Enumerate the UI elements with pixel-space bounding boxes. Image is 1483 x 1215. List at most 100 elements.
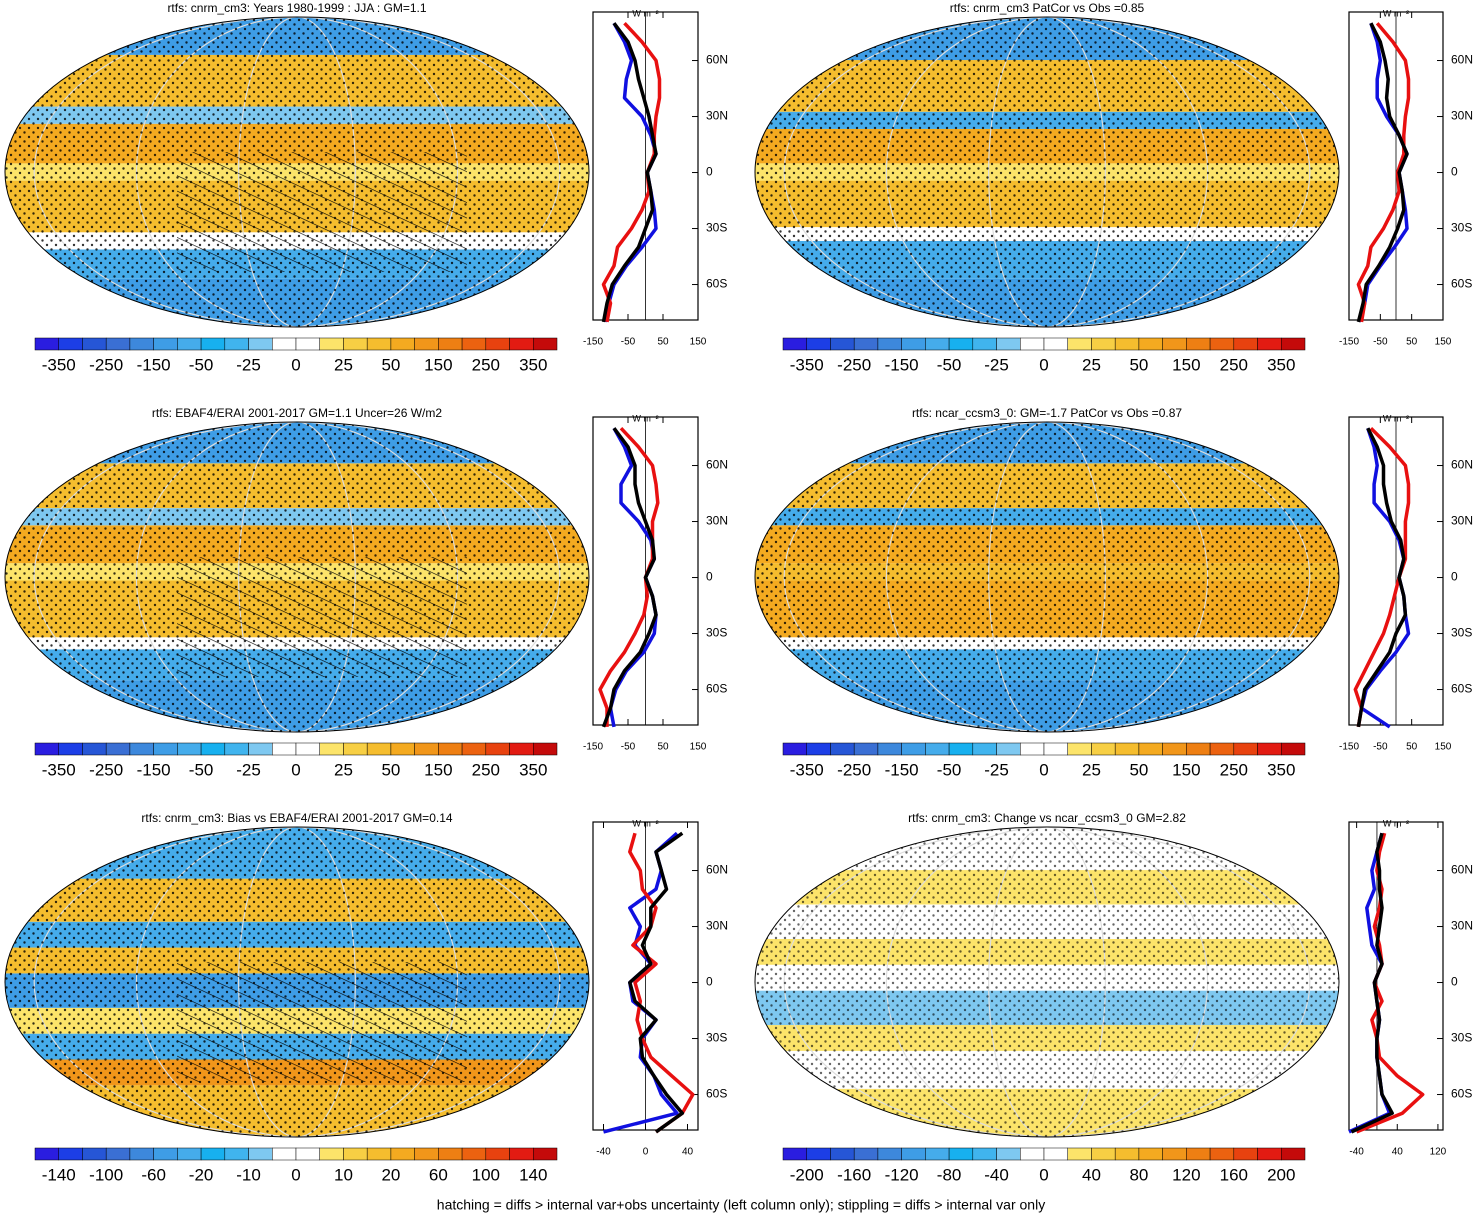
colorbar-swatch	[1067, 337, 1092, 351]
colorbar-swatch	[972, 1147, 997, 1161]
colorbar-label: -50	[189, 760, 214, 779]
colorbar-label: -150	[885, 355, 919, 374]
colorbar-swatch	[877, 337, 902, 351]
colorbar-swatch	[1281, 742, 1306, 756]
y-tick-label: 30S	[1451, 1031, 1472, 1045]
colorbar-swatch	[972, 742, 997, 756]
colorbar-swatch	[129, 742, 154, 756]
colorbar-swatch	[366, 1147, 392, 1161]
colorbar-label: -25	[984, 760, 1009, 779]
colorbar-swatch	[1257, 1147, 1282, 1161]
colorbar-swatch	[105, 337, 131, 351]
colorbar-swatch	[509, 1147, 534, 1161]
profile-line	[601, 427, 658, 728]
x-tick-label: 0	[643, 1147, 649, 1158]
map-title: rtfs: ncar_ccsm3_0: GM=-1.7 PatCor vs Ob…	[912, 406, 1182, 420]
colorbar-swatch	[105, 1147, 131, 1161]
profile-line	[1356, 22, 1409, 323]
colorbar-swatch	[248, 337, 273, 351]
y-tick-label: 60N	[706, 53, 728, 67]
colorbar-label: -250	[837, 760, 871, 779]
y-tick-label: 30N	[706, 514, 728, 528]
colorbar-swatch	[1138, 337, 1163, 351]
colorbar-label: 250	[472, 355, 500, 374]
colorbar-swatch	[1067, 742, 1092, 756]
x-tick-label: -40	[1349, 1147, 1364, 1158]
colorbar-swatch	[105, 742, 131, 756]
map-border	[754, 421, 1340, 733]
y-tick-label: 60S	[1451, 1087, 1472, 1101]
colorbar-label: 250	[1220, 355, 1248, 374]
y-tick-label: 60S	[706, 1087, 727, 1101]
map-field	[5, 422, 589, 732]
y-tick-label: 60N	[706, 863, 728, 877]
colorbar-swatch	[1186, 742, 1211, 756]
colorbar-label: 20	[381, 1165, 400, 1184]
y-tick-label: 30N	[706, 919, 728, 933]
colorbar-swatch	[343, 337, 368, 351]
colorbar-swatch	[1281, 337, 1306, 351]
x-tick-label: -50	[1373, 742, 1388, 753]
colorbar-swatch	[414, 742, 439, 756]
x-tick-label: -150	[583, 337, 603, 348]
x-tick-label: 120	[1430, 1147, 1447, 1158]
colorbar-swatch	[58, 742, 83, 756]
map-title: rtfs: cnrm_cm3: Bias vs EBAF4/ERAI 2001-…	[141, 811, 452, 825]
colorbar-label: 140	[519, 1165, 547, 1184]
colorbar-swatch	[1091, 1147, 1116, 1161]
colorbar-label: 50	[1129, 355, 1148, 374]
colorbar-swatch	[82, 337, 107, 351]
colorbar-label: 50	[381, 355, 400, 374]
colorbar-swatch	[34, 337, 59, 351]
map-border	[4, 826, 590, 1138]
colorbar-label: 350	[519, 760, 547, 779]
colorbar-swatch	[1162, 337, 1187, 351]
y-tick-label: 0	[706, 570, 713, 584]
colorbar-swatch	[1020, 1147, 1045, 1161]
map	[4, 826, 590, 1138]
colorbar-swatch	[1209, 1147, 1235, 1161]
colorbar-swatch	[153, 337, 178, 351]
map-field	[5, 17, 589, 327]
colorbar-label: 350	[1267, 760, 1295, 779]
colorbar-label: -150	[885, 760, 919, 779]
colorbar-swatch	[343, 1147, 368, 1161]
colorbar-swatch	[295, 1147, 320, 1161]
profile-line	[1356, 427, 1408, 728]
map-title: rtfs: cnrm_cm3: Change vs ncar_ccsm3_0 G…	[908, 811, 1186, 825]
colorbar-swatch	[224, 337, 249, 351]
colorbar-swatch	[34, 742, 59, 756]
profile-line	[628, 832, 695, 1134]
map-field	[755, 422, 1339, 732]
colorbar-label: 10	[334, 1165, 353, 1184]
colorbar-swatch	[509, 337, 534, 351]
colorbar-swatch	[272, 1147, 297, 1161]
colorbar-swatch	[509, 742, 534, 756]
colorbar-swatch	[177, 337, 202, 351]
colorbar-swatch	[1114, 337, 1140, 351]
colorbar-label: 0	[291, 355, 300, 374]
map	[4, 421, 590, 733]
footnote: hatching = diffs > internal var+obs unce…	[437, 1197, 1045, 1213]
colorbar-swatch	[438, 1147, 463, 1161]
colorbar-swatch	[1138, 742, 1163, 756]
colorbar-label: -40	[984, 1165, 1009, 1184]
colorbar-label: 0	[1039, 1165, 1048, 1184]
map-title: rtfs: cnrm_cm3 PatCor vs Obs =0.85	[950, 1, 1145, 15]
y-tick-label: 30S	[1451, 626, 1472, 640]
stippling	[755, 827, 1339, 1137]
colorbar-label: 60	[429, 1165, 448, 1184]
colorbar-swatch	[925, 337, 950, 351]
x-tick-label: -40	[596, 1147, 611, 1158]
y-tick-label: 0	[1451, 975, 1458, 989]
colorbar-label: 80	[1129, 1165, 1148, 1184]
y-tick-label: 60N	[706, 458, 728, 472]
profile-line	[1348, 832, 1392, 1134]
colorbar-swatch	[485, 337, 510, 351]
colorbar-label: -10	[236, 1165, 261, 1184]
colorbar-swatch	[177, 1147, 202, 1161]
colorbar-swatch	[1233, 1147, 1258, 1161]
colorbar-label: 0	[1039, 355, 1048, 374]
colorbar-label: -25	[236, 355, 261, 374]
